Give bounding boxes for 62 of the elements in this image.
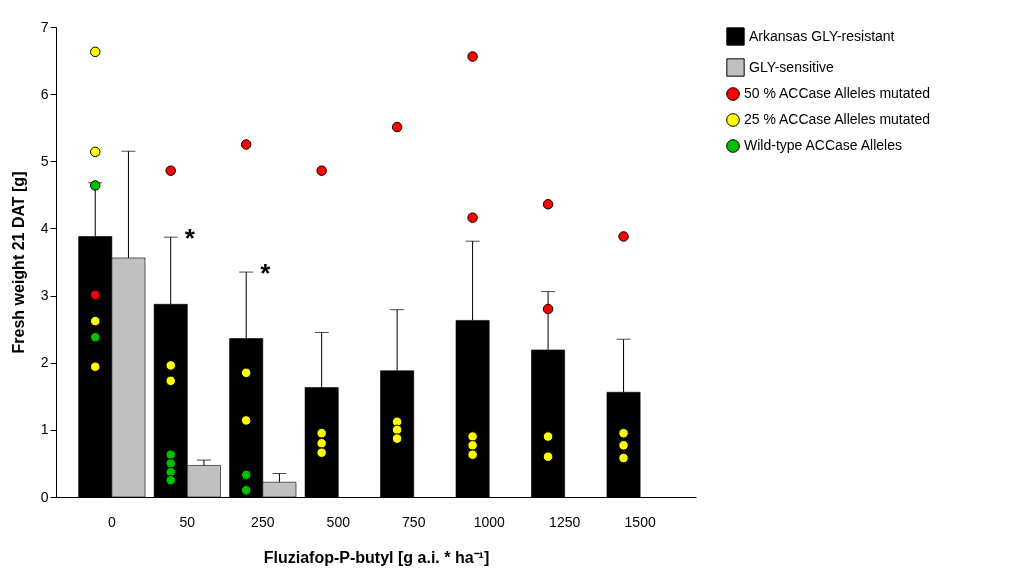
point bbox=[165, 458, 176, 469]
point bbox=[90, 289, 101, 301]
y-tick-label: 6 bbox=[40, 85, 49, 102]
point bbox=[467, 449, 478, 460]
y-tick-label: 3 bbox=[40, 287, 49, 304]
point bbox=[467, 431, 478, 442]
point bbox=[240, 139, 252, 150]
x-tick-label: 250 bbox=[251, 513, 275, 530]
legend-label: Arkansas GLY-resistant bbox=[749, 27, 895, 44]
point bbox=[316, 165, 327, 176]
point bbox=[467, 51, 478, 62]
point bbox=[316, 447, 327, 458]
point bbox=[90, 315, 101, 327]
x-tick-label: 500 bbox=[326, 513, 351, 530]
point bbox=[165, 449, 176, 460]
y-tick-label: 2 bbox=[40, 354, 49, 371]
point bbox=[391, 433, 403, 444]
y-axis-title: Fresh weight 21 DAT [g] bbox=[9, 171, 27, 354]
point bbox=[542, 431, 554, 442]
point bbox=[240, 415, 252, 426]
point bbox=[90, 46, 101, 58]
point bbox=[165, 165, 176, 176]
point bbox=[240, 367, 252, 379]
annotation: * bbox=[184, 223, 196, 254]
point bbox=[240, 469, 252, 481]
point bbox=[90, 146, 101, 158]
point bbox=[542, 303, 554, 315]
point bbox=[316, 438, 327, 449]
legend-label: GLY-sensitive bbox=[749, 58, 835, 75]
x-tick-label: 750 bbox=[402, 513, 426, 530]
point bbox=[165, 474, 176, 486]
point bbox=[165, 360, 176, 371]
point bbox=[391, 121, 403, 133]
x-tick-label: 1000 bbox=[473, 513, 505, 530]
x-tick-label: 1250 bbox=[549, 513, 581, 530]
point bbox=[618, 231, 629, 242]
point bbox=[542, 451, 554, 462]
x-axis-title: Fluziafop-P-butyl [g a.i. * ha⁻¹] bbox=[263, 548, 490, 566]
y-tick-label: 0 bbox=[40, 488, 49, 505]
legend-label: 50 % ACCase Alleles mutated bbox=[744, 85, 930, 101]
point bbox=[90, 331, 101, 343]
point bbox=[618, 452, 629, 464]
point bbox=[467, 212, 478, 223]
y-tick-label: 7 bbox=[40, 18, 49, 35]
legend-label: 25 % ACCase Alleles mutated bbox=[744, 111, 930, 127]
point bbox=[90, 180, 101, 191]
point bbox=[240, 485, 252, 496]
point bbox=[618, 440, 629, 451]
y-tick-label: 1 bbox=[40, 421, 49, 438]
x-tick-label: 1500 bbox=[624, 513, 656, 530]
x-tick-label: 0 bbox=[107, 513, 116, 530]
x-tick-label: 50 bbox=[179, 513, 196, 530]
annotation: * bbox=[260, 258, 272, 289]
point bbox=[467, 440, 478, 451]
point bbox=[165, 375, 176, 387]
point bbox=[316, 427, 327, 439]
legend-label: Wild-type ACCase Alleles bbox=[744, 137, 902, 153]
point bbox=[542, 199, 554, 210]
point bbox=[618, 427, 629, 439]
point bbox=[90, 361, 101, 372]
y-tick-label: 4 bbox=[40, 219, 49, 236]
y-tick-label: 5 bbox=[40, 152, 49, 169]
